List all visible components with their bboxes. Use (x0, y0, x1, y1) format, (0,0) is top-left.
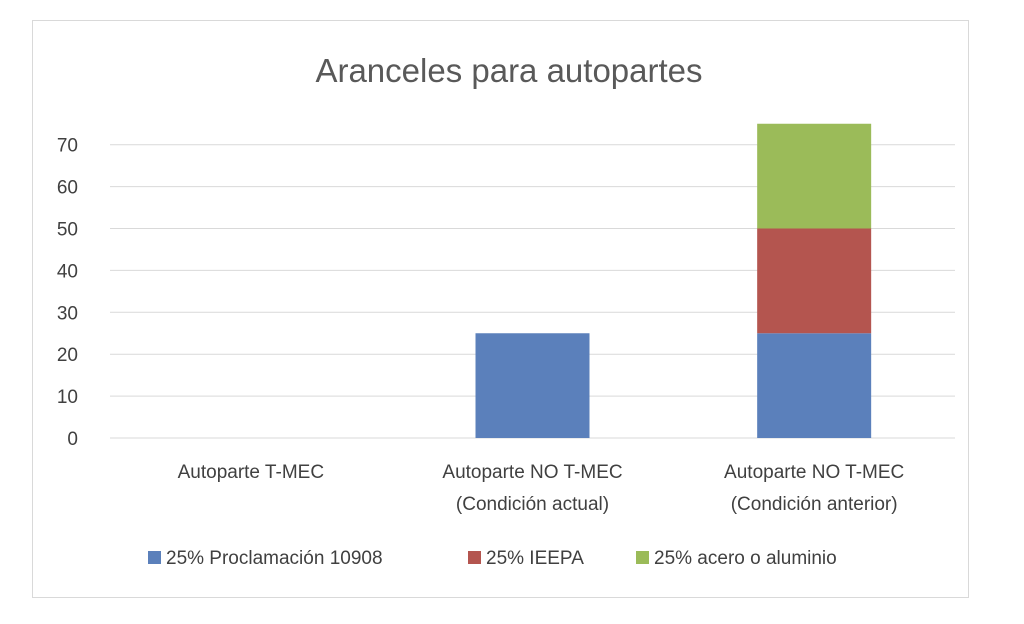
legend-swatch (468, 551, 481, 564)
y-tick-label: 10 (57, 387, 78, 408)
category-label: (Condición anterior) (731, 494, 898, 515)
y-tick-label: 30 (57, 303, 78, 324)
category-labels: Autoparte T-MEC Autoparte NO T-MEC (Condic… (178, 462, 905, 515)
bar-segment (757, 228, 872, 334)
category-label: Autoparte NO T-MEC (442, 462, 622, 483)
legend-item: 25% Proclamación 10908 (148, 548, 383, 569)
y-axis-ticks: 0 10 20 30 40 50 60 70 (57, 136, 78, 450)
legend-item: 25% acero o aluminio (636, 548, 837, 569)
legend-swatch (636, 551, 649, 564)
bar-segment (757, 333, 872, 438)
legend-item: 25% IEEPA (468, 548, 584, 569)
legend-label: 25% IEEPA (486, 548, 584, 569)
y-tick-label: 50 (57, 220, 78, 241)
category-label: Autoparte NO T-MEC (724, 462, 904, 483)
bar-segment (475, 333, 590, 438)
bars (475, 123, 872, 438)
chart-title: Aranceles para autopartes (315, 52, 702, 89)
y-tick-label: 70 (57, 136, 78, 157)
category-label: (Condición actual) (456, 494, 609, 515)
y-tick-label: 0 (67, 429, 78, 450)
y-tick-label: 20 (57, 345, 78, 366)
bar-segment (757, 123, 872, 229)
legend-label: 25% acero o aluminio (654, 548, 837, 569)
category-label: Autoparte T-MEC (178, 462, 324, 483)
y-tick-label: 40 (57, 261, 78, 282)
legend-swatch (148, 551, 161, 564)
y-tick-label: 60 (57, 178, 78, 199)
legend-label: 25% Proclamación 10908 (166, 548, 383, 569)
legend: 25% Proclamación 10908 25% IEEPA 25% acero… (148, 548, 837, 569)
